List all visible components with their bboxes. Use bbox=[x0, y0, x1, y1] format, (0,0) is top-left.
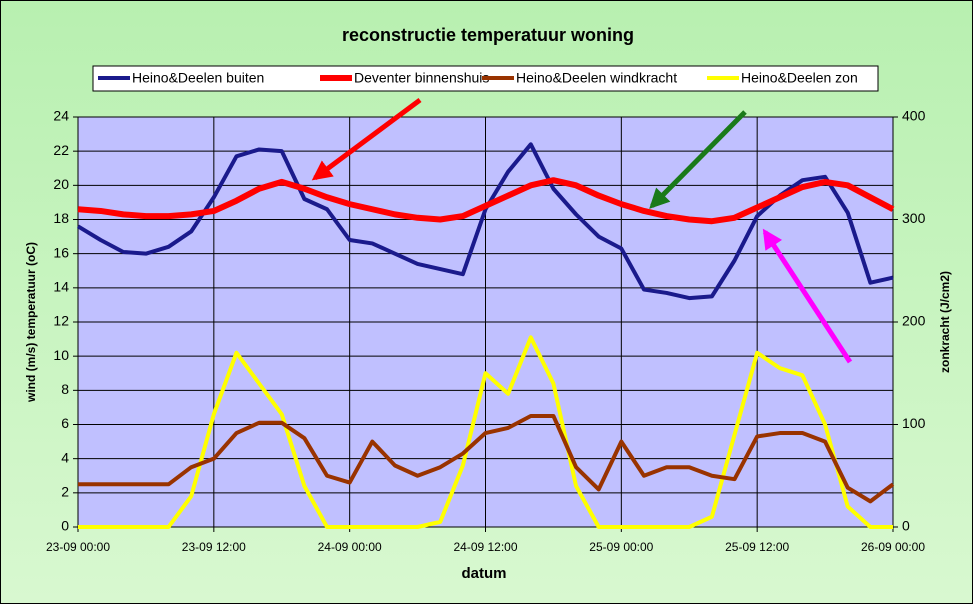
y-tick-label: 10 bbox=[53, 347, 69, 363]
y-tick-label: 6 bbox=[61, 415, 69, 431]
x-axis-label: datum bbox=[462, 565, 507, 582]
y2-tick-label: 0 bbox=[902, 518, 910, 534]
x-tick-label: 25-09 00:00 bbox=[589, 540, 653, 554]
y-tick-label: 24 bbox=[53, 108, 69, 124]
y-axis-label: wind (m/s) temperatuur (oC) bbox=[24, 242, 38, 403]
y-tick-label: 22 bbox=[53, 142, 69, 158]
y-tick-label: 16 bbox=[53, 244, 69, 260]
x-tick-label: 23-09 12:00 bbox=[182, 540, 246, 554]
chart-title: reconstructie temperatuur woning bbox=[342, 25, 634, 45]
series-line bbox=[78, 413, 895, 504]
y-tick-label: 18 bbox=[53, 210, 69, 226]
y2-tick-label: 100 bbox=[902, 415, 926, 431]
legend-label: Heino&Deelen windkracht bbox=[516, 70, 677, 86]
x-tick-label: 23-09 00:00 bbox=[46, 540, 110, 554]
x-tick-label: 25-09 12:00 bbox=[725, 540, 789, 554]
y-tick-label: 12 bbox=[53, 313, 69, 329]
arrow bbox=[762, 228, 853, 364]
plot: 024681012141618202224010020030040023-09 … bbox=[46, 108, 926, 554]
y-tick-label: 8 bbox=[61, 381, 69, 397]
y-tick-label: 20 bbox=[53, 176, 69, 192]
y-tick-label: 2 bbox=[61, 484, 69, 500]
y-tick-label: 14 bbox=[53, 279, 69, 295]
legend-label: Deventer binnenshuis bbox=[354, 70, 489, 86]
y-tick-label: 4 bbox=[61, 449, 69, 465]
annotations bbox=[311, 97, 853, 364]
y2-axis-label: zonkracht (J/cm2) bbox=[938, 271, 952, 373]
x-tick-label: 24-09 12:00 bbox=[453, 540, 517, 554]
legend-label: Heino&Deelen zon bbox=[741, 70, 858, 86]
y-tick-label: 0 bbox=[61, 518, 69, 534]
series-line bbox=[76, 142, 894, 301]
y2-tick-label: 300 bbox=[902, 210, 926, 226]
series-line bbox=[77, 177, 895, 225]
series-line bbox=[78, 335, 893, 529]
y2-tick-label: 200 bbox=[902, 313, 926, 329]
x-tick-label: 24-09 00:00 bbox=[318, 540, 382, 554]
legend-label: Heino&Deelen buiten bbox=[132, 70, 264, 86]
y2-tick-label: 400 bbox=[902, 108, 926, 124]
arrow bbox=[311, 97, 422, 181]
arrow bbox=[649, 110, 747, 209]
plot-border bbox=[77, 116, 894, 528]
x-tick-label: 26-09 00:00 bbox=[861, 540, 925, 554]
